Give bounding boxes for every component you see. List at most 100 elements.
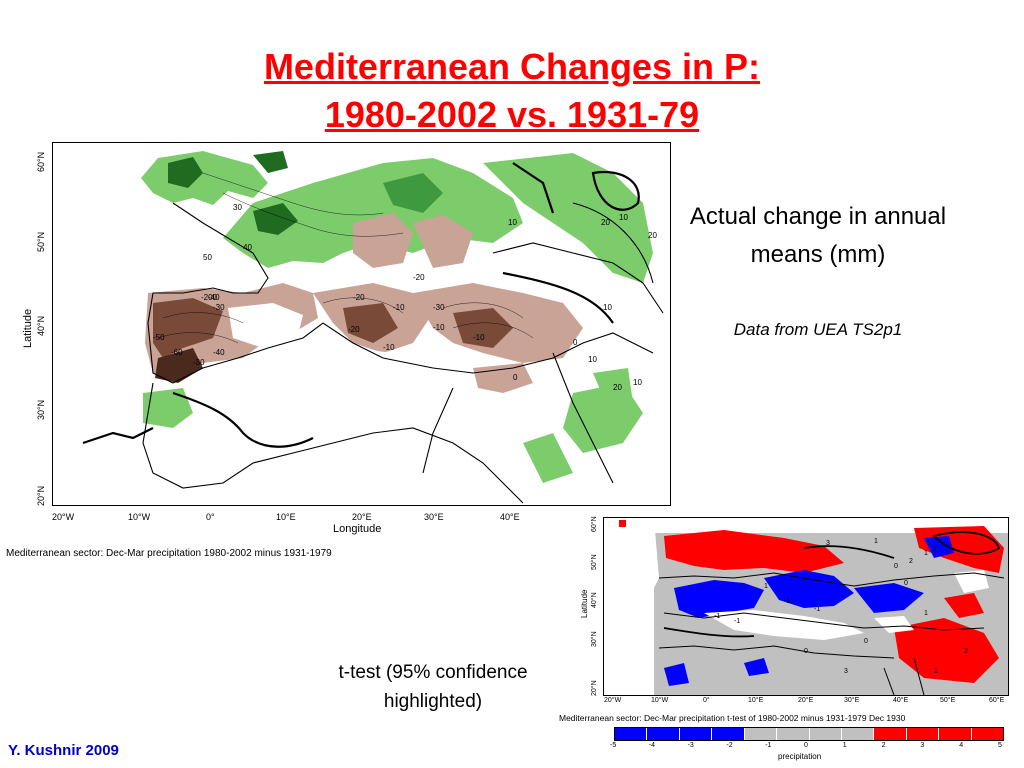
main-contour-label: -30 [213,303,225,312]
ttest-contour-label: 1 [924,550,928,557]
main-contour-label: 20 [601,218,610,227]
main-contour-label: -30 [193,358,205,367]
ttest-lon-tick: 50°E [940,697,956,704]
colorbar-segment [777,728,810,740]
main-lon-tick: 10°W [128,512,151,522]
main-contour-label: -40 [208,293,220,302]
data-source-annotation: Data from UEA TS2p1 [733,320,903,339]
ttest-lat-tick: 60°N [591,516,598,532]
colorbar-tick: 3 [920,742,925,749]
precipitation-change-map: 10 20 30 40 50 -10 -20 -30 -40 -50 -60 -200 -20 -10 0 0… [52,142,671,506]
ttest-contour-label: 1 [934,668,938,675]
ttest-contour-label: 1 [764,583,768,590]
main-contour-label: -20 [353,293,365,302]
main-contour-label: 10 [633,378,642,387]
ttest-significance-map: 3 1 2 0 -1 -1 1 2 3 0 1 -1 0 1 2 1 0 -1 [603,517,1009,696]
main-contour-label: 40 [243,243,252,252]
main-lat-tick: 30°N [36,399,46,420]
ttest-contour-label: 2 [932,546,936,553]
slide-title-line-2: 1980-2002 vs. 1931-79 [324,94,700,135]
ttest-lon-tick: 40°E [893,697,909,704]
main-lon-tick: 20°W [52,512,75,522]
main-lat-tick: 40°N [36,315,46,336]
colorbar-tick: 2 [881,742,886,749]
colorbar-segment [874,728,907,740]
colorbar-segment [615,728,648,740]
colorbar-segment [809,728,842,740]
main-contour-label: 0 [573,338,578,347]
colorbar-segment [939,728,972,740]
colorbar-tick: -3 [687,742,694,749]
main-contour-label: -10 [383,343,395,352]
main-contour-label: 10 [508,218,517,227]
slide-title-line-1: Mediterranean Changes in P: [263,46,761,87]
colorbar-segment [744,728,778,740]
ttest-contour-label: 1 [874,538,878,545]
ttest-lon-tick: 30°E [844,697,860,704]
ttest-contour-label: 2 [964,648,968,655]
main-map-xlabel: Longitude [333,523,382,535]
colorbar-tick: 5 [998,742,1002,749]
author-credit: Y. Kushnir 2009 [8,742,119,759]
main-contour-label: 10 [603,303,612,312]
ttest-contour-label: 3 [844,668,848,675]
ttest-lat-tick: 50°N [591,554,598,570]
ttest-contour-label: -1 [714,613,721,620]
main-contour-label: -60 [171,348,183,357]
precipitation-colorbar [614,727,1004,741]
main-lon-tick: 30°E [424,512,444,522]
colorbar-segment [841,728,875,740]
ttest-contour-label: 0 [904,580,908,587]
ttest-contour-label: 0 [864,638,868,645]
main-contour-label: -20 [348,325,360,334]
main-lat-tick: 50°N [36,231,46,252]
colorbar-tick: -2 [726,742,733,749]
colorbar-segment [712,728,745,740]
ttest-lat-tick: 30°N [591,631,598,647]
ttest-contour-label: 0 [804,648,808,655]
main-contour-label: 30 [233,203,242,212]
colorbar-segment [647,728,680,740]
colorbar-segment [679,728,713,740]
ttest-contour-label: -1 [814,606,821,613]
ttest-lon-tick: 10°E [748,697,764,704]
ttest-lon-tick: 20°E [798,697,814,704]
ttest-map-ylabel: Latitude [580,589,589,618]
main-contour-label: 20 [613,383,622,392]
main-contour-label: 0 [513,373,518,382]
main-contour-label: -200 [201,293,218,302]
colorbar-tick: -5 [610,742,617,749]
precipitation-change-map-graphic [82,151,664,504]
main-map-caption: Mediterranean sector: Dec-Mar precipitat… [6,548,332,559]
main-lon-tick: 20°E [352,512,372,522]
ttest-contour-label: 1 [924,610,928,617]
ttest-contour-label: -1 [784,598,791,605]
colorbar-tick: -1 [765,742,772,749]
ttest-lon-tick: 60°E [989,697,1005,704]
main-contour-label: -40 [213,348,225,357]
ttest-contour-label: 3 [826,540,830,547]
main-lon-tick: 0° [206,512,215,522]
main-lat-tick: 60°N [36,151,46,172]
main-lon-tick: 40°E [500,512,520,522]
main-lat-tick: 20°N [36,485,46,506]
main-lon-tick: 10°E [276,512,296,522]
main-contour-label: -10 [433,323,445,332]
actual-change-annotation: Actual change in annual means (mm) [689,203,947,268]
ttest-lon-tick: 0° [703,697,710,704]
main-contour-label: 10 [619,213,628,222]
ttest-lon-tick: 10°W [651,697,669,704]
ttest-contour-label: 0 [894,563,898,570]
main-map-ylabel: Latitude [22,308,34,348]
colorbar-segment [906,728,940,740]
main-contour-label: -20 [413,273,425,282]
ttest-lon-tick: 20°W [604,697,622,704]
ttest-lat-tick: 20°N [591,680,598,696]
ttest-significance-map-graphic [604,518,1008,695]
main-contour-label: -10 [473,333,485,342]
colorbar-label: precipitation [778,752,822,761]
colorbar-tick: 0 [804,742,808,749]
main-contour-label: 20 [648,231,657,240]
ttest-contour-label: 2 [909,558,913,565]
main-contour-label: 10 [588,355,597,364]
